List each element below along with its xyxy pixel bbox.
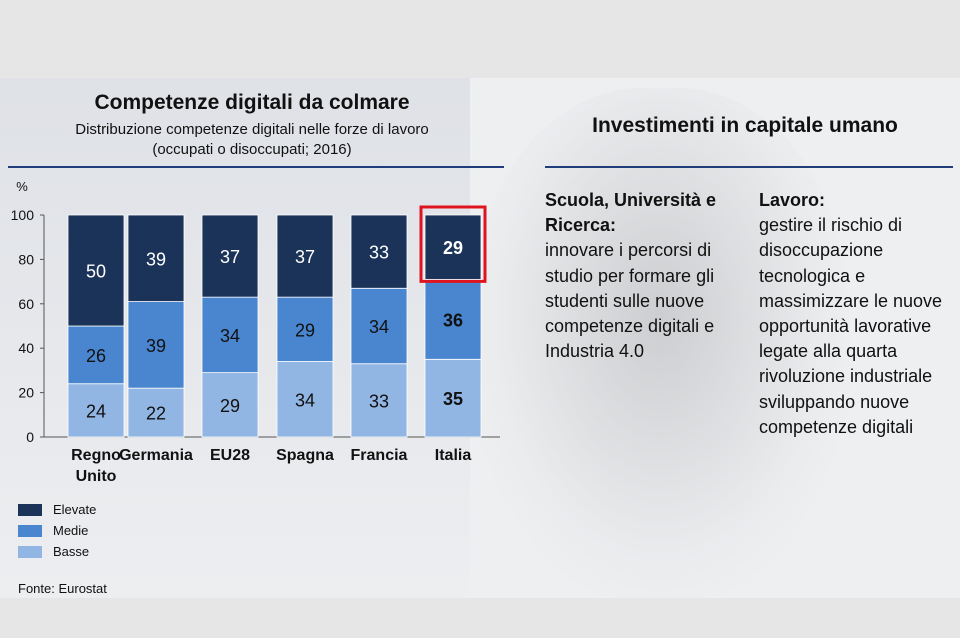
bar-medie-germania bbox=[127, 301, 185, 389]
highlight-box bbox=[419, 205, 487, 283]
y-tick-label: 0 bbox=[26, 429, 34, 445]
bar-elevate-spagna bbox=[276, 214, 334, 298]
data-label-medie-spagna: 29 bbox=[295, 320, 315, 340]
bar-elevate-germania bbox=[127, 214, 185, 302]
data-label-medie-italia: 36 bbox=[443, 310, 463, 330]
bar-elevate-italia bbox=[424, 214, 482, 280]
column-lavoro-body: gestire il rischio di disoccupazione tec… bbox=[759, 215, 943, 437]
data-label-elevate-eu28: 37 bbox=[220, 247, 240, 267]
data-label-basse-spagna: 34 bbox=[295, 390, 315, 410]
legend-label-basse: Basse bbox=[53, 544, 90, 559]
bar-basse-regno-unito bbox=[67, 383, 125, 438]
y-tick-label: 20 bbox=[18, 385, 34, 401]
data-label-elevate-italia: 29 bbox=[443, 238, 463, 258]
y-tick-label: 100 bbox=[11, 207, 35, 223]
bar-medie-francia bbox=[350, 287, 408, 365]
column-scuola: Scuola, Università e Ricerca: innovare i… bbox=[545, 188, 745, 364]
data-label-basse-eu28: 29 bbox=[220, 396, 240, 416]
bar-medie-regno-unito bbox=[67, 325, 125, 385]
bar-basse-germania bbox=[127, 387, 185, 438]
right-panel-title: Investimenti in capitale umano bbox=[592, 114, 898, 137]
bar-elevate-eu28 bbox=[201, 214, 259, 298]
left-title-rule bbox=[8, 166, 504, 168]
bar-medie-eu28 bbox=[201, 296, 259, 374]
chart-legend: Elevate Medie Basse bbox=[18, 499, 96, 562]
data-label-elevate-germania: 39 bbox=[146, 249, 166, 269]
y-tick-label: 40 bbox=[18, 340, 34, 356]
x-tick-label-eu28: EU28 bbox=[210, 447, 250, 464]
chart-title: Competenze digitali da colmare bbox=[94, 91, 410, 114]
data-label-basse-francia: 33 bbox=[369, 391, 389, 411]
legend-item-elevate: Elevate bbox=[18, 499, 96, 520]
chart-subtitle-line2: (occupati o disoccupati; 2016) bbox=[152, 141, 352, 158]
legend-label-elevate: Elevate bbox=[53, 502, 97, 517]
data-label-basse-germania: 22 bbox=[146, 404, 166, 424]
data-label-elevate-francia: 33 bbox=[369, 243, 389, 263]
data-label-medie-francia: 34 bbox=[369, 317, 389, 337]
bar-basse-francia bbox=[350, 363, 408, 438]
x-tick-label-regno-unito: Regno bbox=[71, 447, 121, 464]
legend-swatch-medie bbox=[18, 524, 42, 537]
bar-elevate-francia bbox=[350, 214, 408, 289]
x-tick-label-spagna: Spagna bbox=[276, 447, 334, 464]
chart-subtitle: Distribuzione competenze digitali nelle … bbox=[0, 120, 504, 160]
bar-elevate-regno-unito bbox=[67, 214, 125, 327]
chart-subtitle-line1: Distribuzione competenze digitali nelle … bbox=[75, 121, 429, 138]
legend-item-medie: Medie bbox=[18, 520, 96, 541]
bar-medie-spagna bbox=[276, 296, 334, 362]
data-label-elevate-regno-unito: 50 bbox=[86, 262, 106, 282]
bar-basse-eu28 bbox=[201, 372, 259, 438]
column-scuola-heading: Scuola, Università e Ricerca: bbox=[545, 190, 717, 236]
legend-swatch-basse bbox=[18, 545, 42, 558]
y-unit-label: % bbox=[16, 179, 28, 194]
column-scuola-body: innovare i percorsi di studio per formar… bbox=[545, 240, 715, 362]
data-label-medie-regno-unito: 26 bbox=[86, 346, 106, 366]
bar-medie-italia bbox=[424, 278, 482, 360]
y-tick-label: 80 bbox=[18, 251, 34, 267]
legend-swatch-elevate bbox=[18, 503, 42, 516]
x-tick-label-germania: Germania bbox=[119, 447, 193, 464]
source-note: Fonte: Eurostat bbox=[18, 581, 107, 596]
data-label-basse-italia: 35 bbox=[443, 389, 463, 409]
data-label-elevate-spagna: 37 bbox=[295, 247, 315, 267]
column-lavoro-heading: Lavoro: bbox=[759, 190, 826, 210]
slide: Competenze digitali da colmare Distribuz… bbox=[0, 78, 960, 598]
bar-basse-spagna bbox=[276, 361, 334, 438]
legend-item-basse: Basse bbox=[18, 541, 96, 562]
data-label-medie-germania: 39 bbox=[146, 336, 166, 356]
x-tick-label-francia: Francia bbox=[351, 447, 408, 464]
bar-basse-italia bbox=[424, 358, 482, 438]
x-tick-label-regno-unito: Unito bbox=[76, 468, 117, 485]
x-tick-label-italia: Italia bbox=[435, 447, 472, 464]
right-title-rule bbox=[545, 166, 953, 168]
legend-label-medie: Medie bbox=[53, 523, 89, 538]
background-photo-face bbox=[470, 88, 850, 598]
y-tick-label: 60 bbox=[18, 296, 34, 312]
data-label-medie-eu28: 34 bbox=[220, 326, 240, 346]
data-label-basse-regno-unito: 24 bbox=[86, 401, 106, 421]
column-lavoro: Lavoro: gestire il rischio di disoccupaz… bbox=[759, 188, 954, 440]
stacked-bar-chart: % 0 20 40 60 80 100 24 26 50 Regno Unito 22 39 39 Germa… bbox=[11, 179, 500, 485]
